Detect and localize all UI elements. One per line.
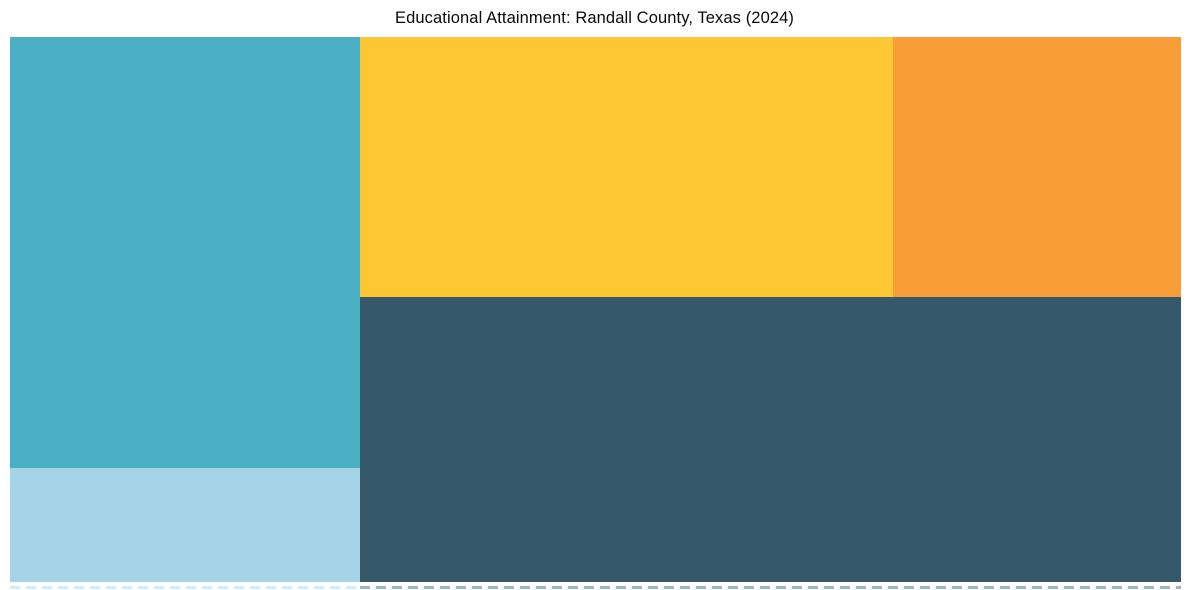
- chart-title: Educational Attainment: Randall County, …: [395, 9, 794, 27]
- treemap-tile-teal: [10, 37, 360, 468]
- treemap: [10, 37, 1181, 589]
- treemap-tile-light-blue: [10, 467, 360, 589]
- treemap-tile-yellow: [360, 37, 894, 298]
- treemap-tile-orange: [893, 37, 1181, 298]
- treemap-tile-dark-slate: [360, 297, 1181, 589]
